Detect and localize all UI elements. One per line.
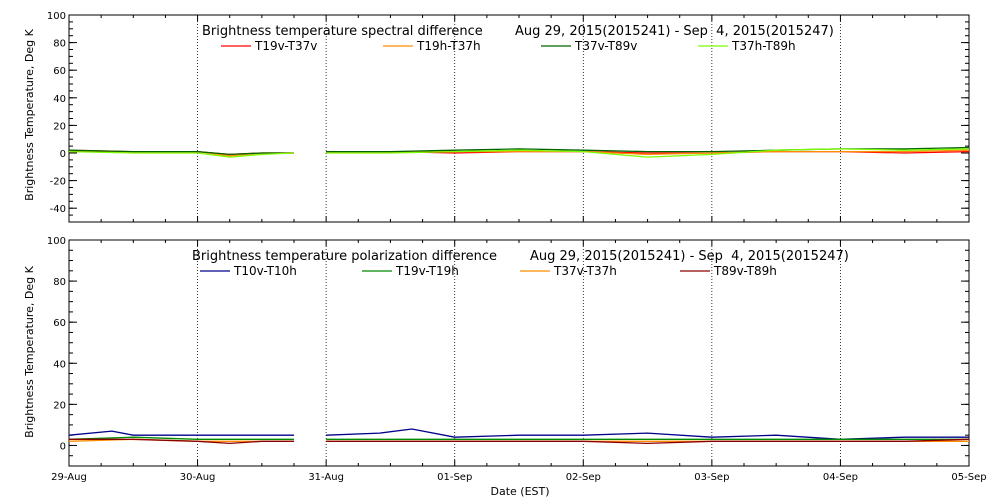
y-tick-label: 80	[53, 39, 66, 50]
y-tick-label: 80	[53, 277, 66, 288]
legend-label: T19h-T37h	[416, 39, 481, 53]
legend-label: T10v-T10h	[233, 264, 297, 278]
legend-label: T37v-T89v	[574, 39, 637, 53]
y-tick-label: -20	[50, 177, 66, 188]
spectral-title: Brightness temperature spectral differen…	[202, 24, 483, 39]
y-tick-label: 40	[53, 94, 66, 105]
x-axis-label: Date (EST)	[490, 485, 549, 498]
legend-label: T19v-T19h	[395, 264, 459, 278]
plot-frame	[68, 14, 970, 223]
legend-label: T37h-T89h	[731, 39, 796, 53]
legend-label: T19v-T37v	[254, 39, 317, 53]
x-tick-label: 03-Sep	[694, 472, 729, 483]
x-tick-label: 29-Aug	[51, 472, 87, 483]
series-line-t10v-t10h	[68, 428, 969, 440]
y-tick-label: 20	[53, 400, 66, 411]
y-tick-label: 60	[53, 318, 66, 329]
spectral-date-range: Aug 29, 2015(2015241) - Sep 4, 2015(2015…	[515, 24, 834, 39]
series-line-t19v-t19h	[68, 436, 969, 440]
y-tick-label: 20	[53, 121, 66, 132]
x-tick-label: 04-Sep	[823, 472, 858, 483]
series-line-t89v-t89h	[69, 438, 970, 445]
series-line-t19h-t37h	[68, 149, 970, 157]
y-tick-label: 100	[47, 11, 66, 22]
y-tick-label: 60	[53, 66, 66, 77]
series-line-t37h-t89h	[68, 148, 970, 158]
x-tick-label: 05-Sep	[951, 472, 986, 483]
x-tick-label: 30-Aug	[180, 472, 216, 483]
legend-label: T89v-T89h	[713, 264, 777, 278]
polarization-title: Brightness temperature polarization diff…	[192, 249, 497, 264]
x-tick-label: 02-Sep	[566, 472, 601, 483]
polarization-difference-panel: Brightness temperature polarization diff…	[23, 236, 987, 498]
y-tick-label: -40	[50, 204, 66, 215]
y-tick-label: 100	[47, 236, 66, 247]
spectral-y-axis-label: Brightness Temperature, Deg K	[23, 28, 36, 200]
x-tick-label: 01-Sep	[437, 472, 472, 483]
y-tick-label: 40	[53, 359, 66, 370]
y-tick-label: 0	[60, 149, 66, 160]
legend-label: T37v-T37h	[553, 264, 617, 278]
spectral-difference-panel: Brightness temperature spectral differen…	[23, 11, 970, 223]
polarization-date-range: Aug 29, 2015(2015241) - Sep 4, 2015(2015…	[530, 249, 849, 264]
y-tick-label: 0	[60, 441, 66, 452]
polarization-y-axis-label: Brightness Temperature, Deg K	[23, 265, 36, 437]
x-tick-label: 31-Aug	[308, 472, 344, 483]
plot-frame	[68, 239, 970, 467]
